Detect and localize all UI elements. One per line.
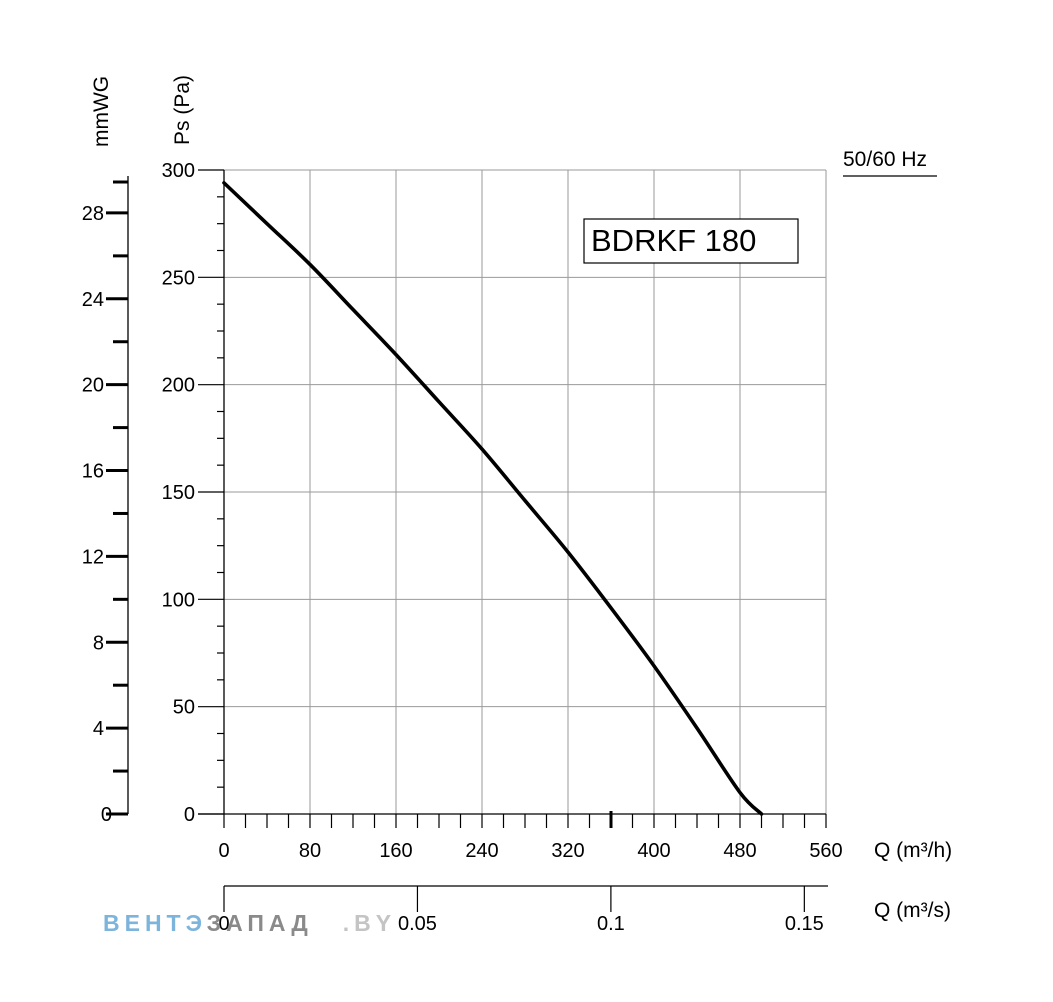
x2-tick-label: 0.15	[785, 913, 824, 935]
y-tick-label: 100	[162, 589, 195, 611]
y2-tick-label: 4	[93, 718, 104, 740]
x-tick-label: 320	[551, 840, 584, 862]
y-tick-label: 200	[162, 375, 195, 397]
watermark-part1: ВЕНТЭ	[103, 910, 207, 936]
x-tick-label: 560	[809, 840, 842, 862]
y2-tick-label: 16	[82, 461, 104, 483]
y2-tick-label: 8	[93, 632, 104, 654]
x-tick-label: 80	[299, 840, 321, 862]
watermark: ВЕНТЭЗАПАД .BY	[103, 910, 396, 936]
x2-tick-label: 0.1	[597, 913, 625, 935]
x2-tick-label: 0	[218, 913, 229, 935]
series	[222, 181, 764, 816]
model-label-box	[583, 218, 799, 264]
y2-tick-label: 20	[82, 375, 104, 397]
y2-tick-label: 24	[82, 289, 104, 311]
y-tick-label: 150	[162, 482, 195, 504]
frequency-label: 50/60 Hz	[843, 148, 927, 171]
performance-curve	[222, 181, 764, 816]
ticks	[106, 169, 827, 912]
watermark-part3: .BY	[343, 910, 396, 936]
tick-labels: 0 80 160 240 320 400 480 5600501001502002503000…	[82, 160, 843, 935]
y2-tick-label: 12	[82, 546, 104, 568]
x-tick-label: 400	[637, 840, 670, 862]
x-tick-label: 480	[723, 840, 756, 862]
y2-tick-label: 0	[101, 804, 112, 826]
x-tick-label: 0	[218, 840, 229, 862]
y-tick-label: 250	[162, 267, 195, 289]
y-axis-title: Ps (Pa)	[171, 75, 194, 145]
model-label: BDRKF 180	[591, 223, 756, 258]
y2-tick-label: 28	[82, 203, 104, 225]
y-tick-label: 50	[173, 697, 195, 719]
y-tick-label: 0	[184, 804, 195, 826]
x-tick-label: 240	[465, 840, 498, 862]
x2-axis-title: Q (m³/s)	[874, 899, 951, 922]
x-tick-label: 160	[379, 840, 412, 862]
x2-tick-label: 0.05	[398, 913, 437, 935]
y-tick-label: 300	[162, 160, 195, 182]
y2-axis-title: mmWG	[90, 76, 113, 147]
x-axis-title: Q (m³/h)	[874, 839, 952, 862]
watermark-part2: ЗАПАД	[207, 910, 313, 936]
